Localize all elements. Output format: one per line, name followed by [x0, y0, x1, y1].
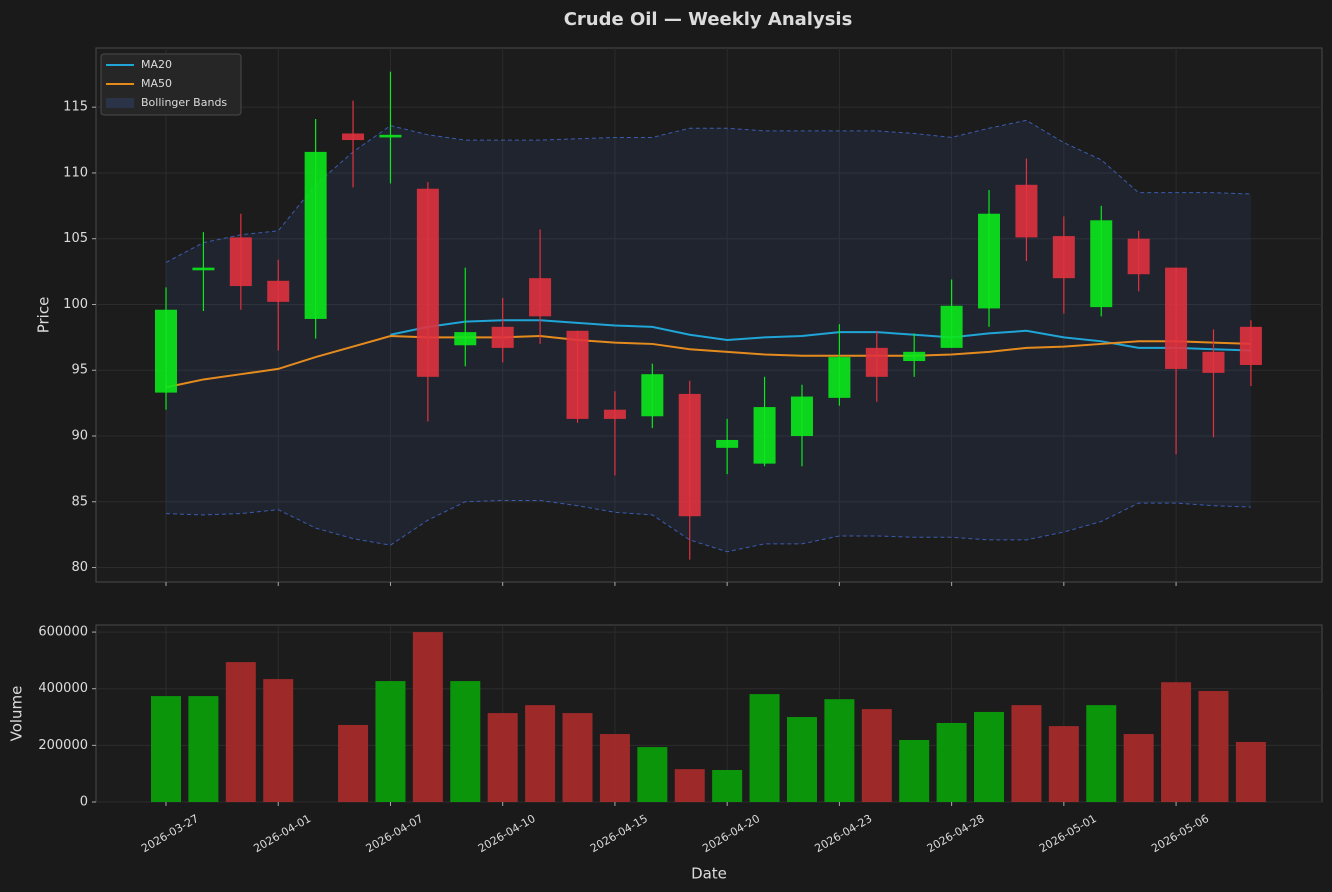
- volume-bar: [151, 696, 181, 802]
- volume-bar: [562, 713, 593, 802]
- volume-bar: [1198, 690, 1229, 802]
- volume-bar: [824, 699, 855, 802]
- legend-label: MA20: [141, 58, 172, 71]
- volume-bar: [974, 711, 1005, 802]
- volume-bar: [338, 724, 369, 802]
- volume-bar: [225, 662, 256, 802]
- y-axis-label: Price: [35, 297, 53, 334]
- y-tick-label: 0: [80, 795, 88, 810]
- candle-body: [529, 278, 552, 317]
- candle-body: [416, 188, 439, 377]
- candle-body: [379, 134, 402, 138]
- volume-bar: [1011, 705, 1042, 802]
- candle-body: [753, 407, 776, 464]
- bollinger-lower: [165, 499, 1251, 553]
- candle-body: [267, 280, 290, 302]
- ma-line: [390, 319, 1251, 352]
- legend: MA20 MA50 Bollinger Bands: [100, 53, 242, 116]
- legend-label: MA50: [141, 77, 172, 90]
- candle-body: [491, 326, 514, 348]
- volume-bar: [899, 739, 930, 802]
- candle-body: [940, 305, 963, 348]
- candle-body: [1015, 184, 1038, 238]
- candle-body: [865, 347, 888, 377]
- volume-bar: [674, 769, 705, 802]
- candle-body: [903, 351, 926, 362]
- volume-bar: [188, 696, 219, 802]
- candle-body: [716, 439, 739, 448]
- x-axis-label: Date: [691, 865, 727, 883]
- candle-body: [1202, 351, 1225, 373]
- plot-area: [95, 47, 1323, 583]
- candle-body: [641, 374, 664, 417]
- y-tick-label: 95: [71, 363, 88, 378]
- candle-body: [828, 357, 851, 398]
- y-tick-label: 100: [63, 297, 88, 312]
- volume-bar: [375, 681, 406, 802]
- candle-body: [192, 267, 215, 271]
- candle-body: [1052, 236, 1075, 279]
- candle-body: [790, 396, 813, 437]
- volume-bar: [712, 769, 743, 802]
- volume-bar: [1235, 741, 1266, 802]
- candle-body: [566, 330, 589, 419]
- y-tick-label: 400000: [38, 681, 88, 696]
- volume-bar: [861, 709, 892, 802]
- y-tick-label: 85: [71, 494, 88, 509]
- volume-bar: [1086, 705, 1117, 802]
- y-tick-label: 105: [63, 231, 88, 246]
- candle-body: [1239, 326, 1262, 365]
- volume-bar: [936, 722, 967, 802]
- y-tick-label: 90: [71, 429, 88, 444]
- bollinger-upper: [165, 119, 1251, 263]
- candle-body: [978, 213, 1001, 309]
- chart-title: Crude Oil — Weekly Analysis: [564, 9, 853, 30]
- candle-body: [1165, 267, 1188, 369]
- candle-body: [603, 409, 626, 419]
- bollinger-fill: [166, 120, 1251, 552]
- volume-bar: [1123, 734, 1154, 802]
- legend-label: Bollinger Bands: [141, 96, 227, 109]
- ma-line: [165, 335, 1251, 389]
- volume-bar: [1048, 726, 1079, 802]
- y-tick-label: 110: [63, 165, 88, 180]
- candle-body: [304, 151, 327, 319]
- candle-body: [155, 309, 177, 393]
- candle-body: [1127, 238, 1150, 275]
- volume-bar: [263, 679, 294, 802]
- volume-bar: [637, 747, 668, 802]
- volume-bar: [749, 694, 780, 802]
- candle-body: [229, 237, 252, 287]
- volume-bar: [1161, 682, 1192, 802]
- plot-area: [95, 624, 1323, 803]
- y-tick-label: 600000: [38, 625, 88, 640]
- volume-bar: [487, 713, 518, 802]
- legend-box: [100, 53, 242, 116]
- y-tick-label: 115: [63, 100, 88, 115]
- y-axis-label: Volume: [8, 686, 26, 742]
- y-tick-label: 80: [71, 560, 88, 575]
- candle-body: [454, 332, 477, 346]
- volume-bar: [786, 717, 817, 802]
- candle-body: [342, 133, 365, 141]
- volume-bar: [450, 681, 481, 802]
- volume-bar: [525, 705, 556, 802]
- y-tick-label: 200000: [38, 738, 88, 753]
- volume-bar: [412, 632, 443, 802]
- candle-body: [1090, 220, 1113, 308]
- volume-bar: [599, 734, 630, 802]
- legend-swatch: [106, 98, 134, 108]
- candle-body: [678, 393, 701, 517]
